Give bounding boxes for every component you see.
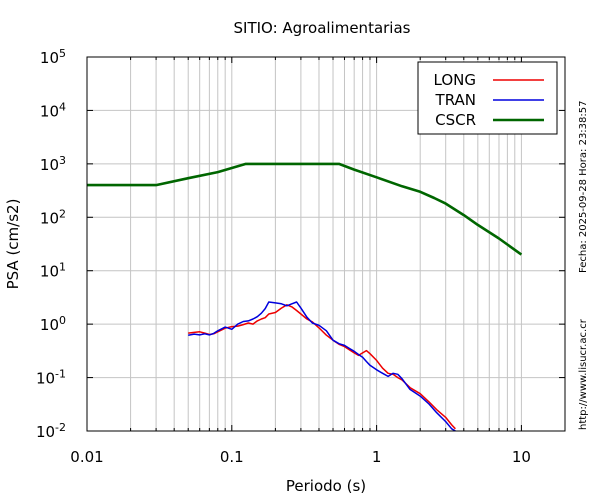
y-tick-label: 105 — [40, 47, 66, 67]
y-tick-label: 103 — [40, 154, 66, 174]
series-line-cscr — [87, 162, 523, 256]
grid-lines — [87, 57, 565, 431]
legend-label-cscr: CSCR — [435, 111, 476, 129]
legend-label-tran: TRAN — [435, 91, 476, 109]
plot-frame — [86, 56, 566, 432]
y-tick-label: 100 — [40, 314, 66, 334]
y-tick-label: 10-2 — [36, 421, 66, 441]
series-layer — [87, 162, 523, 432]
timestamp-text: Fecha: 2025-09-28 Hora: 23:38:57 — [578, 100, 589, 274]
y-tick-label: 104 — [40, 100, 66, 120]
x-tick-label: 10 — [512, 448, 531, 466]
x-tick-label: 1 — [372, 448, 382, 466]
x-axis-label: Periodo (s) — [286, 477, 366, 495]
series-line-tran — [188, 301, 456, 432]
legend-label-long: LONG — [434, 71, 476, 89]
y-tick-label: 101 — [40, 261, 66, 281]
series-line-long — [188, 304, 456, 430]
legend: LONG TRAN CSCR — [417, 61, 558, 135]
tick-marks — [87, 56, 565, 432]
chart-title: SITIO: Agroalimentarias — [234, 19, 411, 37]
y-tick-label: 10-1 — [36, 368, 66, 388]
x-tick-label: 0.01 — [70, 448, 103, 466]
y-tick-label: 102 — [40, 207, 66, 227]
legend-box — [417, 61, 558, 135]
x-tick-label: 0.1 — [220, 448, 244, 466]
y-axis-label: PSA (cm/s2) — [4, 199, 22, 290]
source-url-text: http://www.lisucr.ac.cr — [578, 319, 589, 430]
y-tick-labels: 10-2 10-1 100 101 102 103 104 105 — [36, 47, 66, 441]
x-tick-labels: 0.01 0.1 1 10 — [70, 448, 531, 466]
